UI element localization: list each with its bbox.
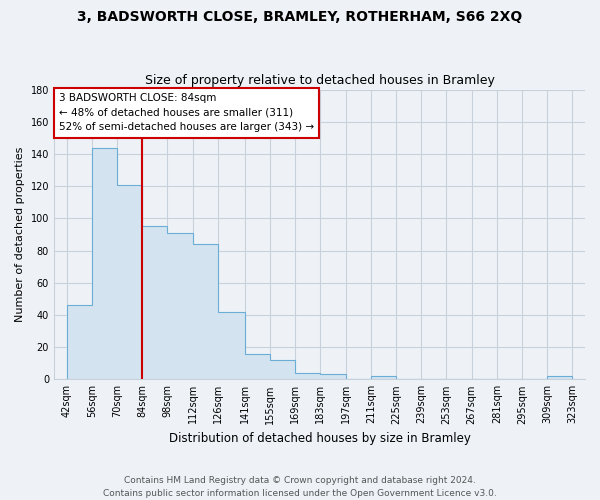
Title: Size of property relative to detached houses in Bramley: Size of property relative to detached ho… — [145, 74, 494, 87]
Text: 3, BADSWORTH CLOSE, BRAMLEY, ROTHERHAM, S66 2XQ: 3, BADSWORTH CLOSE, BRAMLEY, ROTHERHAM, … — [77, 10, 523, 24]
Y-axis label: Number of detached properties: Number of detached properties — [15, 146, 25, 322]
X-axis label: Distribution of detached houses by size in Bramley: Distribution of detached houses by size … — [169, 432, 470, 445]
Text: Contains HM Land Registry data © Crown copyright and database right 2024.
Contai: Contains HM Land Registry data © Crown c… — [103, 476, 497, 498]
Text: 3 BADSWORTH CLOSE: 84sqm
← 48% of detached houses are smaller (311)
52% of semi-: 3 BADSWORTH CLOSE: 84sqm ← 48% of detach… — [59, 93, 314, 132]
